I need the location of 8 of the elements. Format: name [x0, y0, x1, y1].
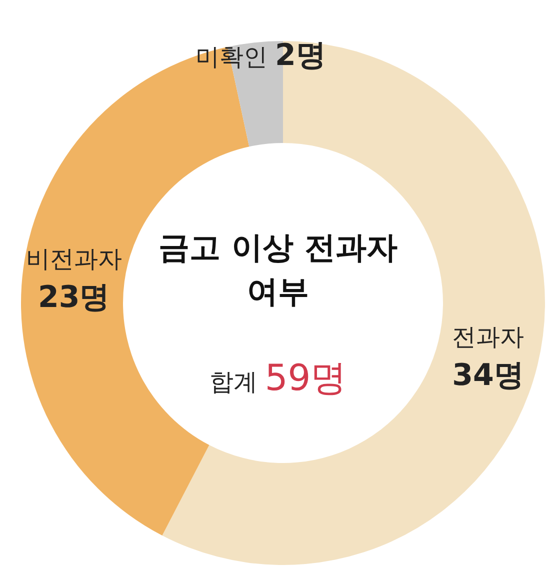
slice-label: 비전과자 [26, 244, 122, 273]
data-label: 34명 [452, 358, 524, 394]
slice-label: 전과자 [452, 323, 524, 352]
text: 금고 이상 전과자 여부 [158, 230, 398, 310]
data-label: 23명 [38, 280, 110, 315]
data-label: 2명 [274, 38, 326, 74]
donut-slice [162, 41, 545, 565]
text: 합계 59명 [209, 358, 347, 399]
